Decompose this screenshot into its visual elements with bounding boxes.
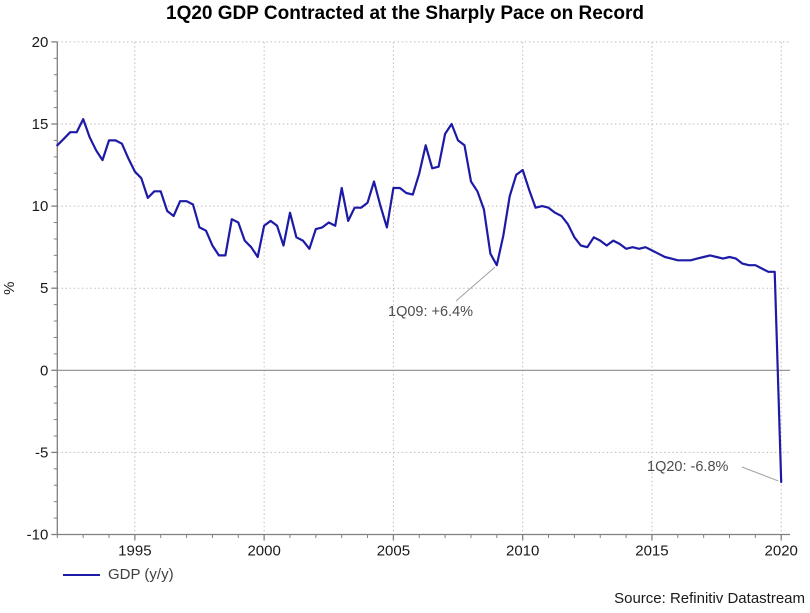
y-axis-label: % <box>1 282 18 295</box>
legend-line-swatch <box>63 573 100 576</box>
y-tick-label: 0 <box>40 362 48 379</box>
x-tick-label: 2010 <box>506 543 539 560</box>
annotation-2020q1: 1Q20: -6.8% <box>647 459 729 475</box>
annotation-leader-2009q1 <box>455 266 496 302</box>
y-tick-label: -5 <box>35 444 48 461</box>
y-tick-label: 20 <box>32 34 49 51</box>
y-tick-label: 5 <box>40 280 48 297</box>
y-tick-label: -10 <box>27 527 49 544</box>
source-credit: Source: Refinitiv Datastream <box>614 590 805 607</box>
legend: GDP (y/y) <box>63 566 174 583</box>
x-tick-label: 2015 <box>635 543 668 560</box>
x-tick-label: 2020 <box>765 543 798 560</box>
y-tick-label: 15 <box>32 116 49 133</box>
gdp-line <box>56 117 783 484</box>
x-tick-label: 2000 <box>247 543 280 560</box>
x-tick-label: 1995 <box>118 543 151 560</box>
chart-title: 1Q20 GDP Contracted at the Sharply Pace … <box>166 3 644 24</box>
annotation-2009q1: 1Q09: +6.4% <box>388 304 473 320</box>
y-tick-label: 10 <box>32 198 49 215</box>
legend-label: GDP (y/y) <box>108 566 174 583</box>
annotation-leader-2020q1 <box>741 466 779 482</box>
x-tick-label: 2005 <box>377 543 410 560</box>
